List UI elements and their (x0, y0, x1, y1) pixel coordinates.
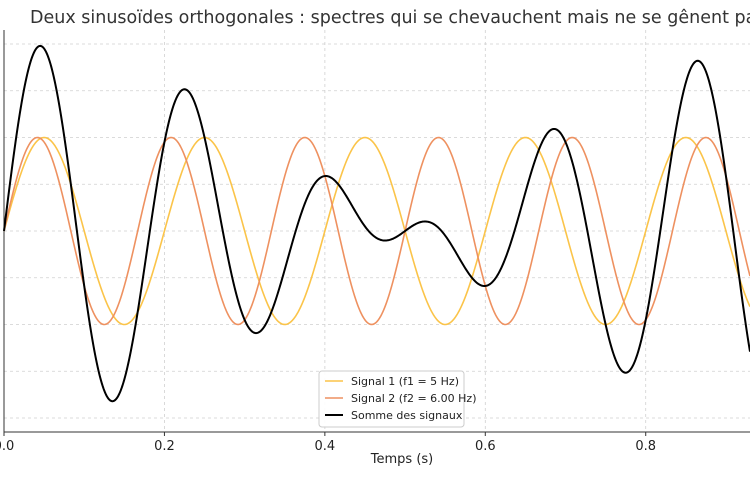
x-tick-label: 0.0 (0, 439, 14, 454)
x-tick-label: 0.2 (154, 439, 175, 454)
legend: Signal 1 (f1 = 5 Hz) Signal 2 (f2 = 6.00 … (318, 370, 476, 428)
legend-entry-label: Signal 1 (f1 = 5 Hz) (351, 375, 459, 388)
legend-entry-label: Signal 2 (f2 = 6.00 Hz) (351, 392, 476, 405)
series-line-2 (3, 136, 750, 326)
series-line-3 (3, 44, 750, 403)
series-line-1 (3, 136, 750, 326)
legend-entry-label: Somme des signaux (351, 409, 463, 422)
chart-title: Deux sinusoïdes orthogonales : spectres … (30, 8, 750, 28)
x-tick-label: 0.6 (475, 439, 496, 454)
plot-area (3, 44, 750, 403)
x-tick-label: 0.8 (635, 439, 656, 454)
x-tick-label: 0.4 (315, 439, 336, 454)
x-axis-label: Temps (s) (370, 452, 433, 467)
legend-box (318, 370, 465, 428)
x-axis: 0.0 0.2 0.4 0.6 0.8 (0, 431, 750, 454)
